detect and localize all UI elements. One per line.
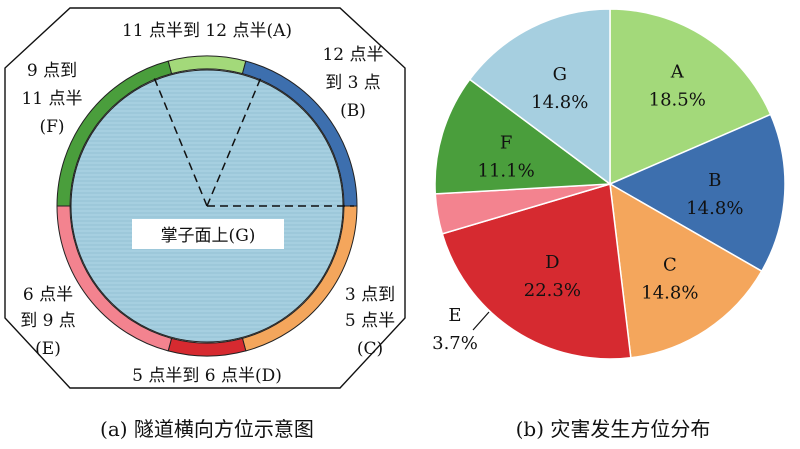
pie-label-value: 14.8% [686,198,743,219]
zone-label-g: 掌子面上(G) [161,226,256,246]
zone-label-a: 11 点半到 12 点半(A) [122,21,292,41]
pie-labels: A 18.5% B 14.8% C 14.8% D 22.3% E 3.7% F 11.1% G 14.8… [432,62,743,354]
pie-label-category: D [545,252,559,273]
pie-slice-d [441,183,632,360]
svg-text:(E): (E) [35,339,61,359]
svg-text:5 点半: 5 点半 [345,311,395,331]
face-label-box [132,219,284,249]
caption-a: (a) 隧道横向方位示意图 [100,417,314,441]
pie-slices [434,8,786,360]
pie-label-category: G [553,64,567,85]
zone-label-f: 9 点到 11 点半 (F) [21,61,82,137]
pie-label-category: B [708,170,721,191]
pie-slice-a [609,8,772,186]
slice-e-leader-line [472,311,490,331]
pie-label-category: E [448,305,461,326]
pie-label-value: 14.8% [641,282,698,303]
zone-label-b: 12 点半 到 3 点 (B) [322,45,383,121]
pie-slice-f [434,78,613,195]
pie-label-category: F [500,133,513,154]
pie-label-category: C [663,254,677,275]
svg-text:12 点半: 12 点半 [322,45,383,65]
zone-divider-dashed-right [206,74,263,207]
pie-label-value: 14.8% [531,92,588,113]
zone-divider-dashed-left [152,74,208,207]
pie-slice-b [608,113,786,273]
svg-text:到 9 点: 到 9 点 [20,311,76,331]
zone-label-c: 3 点到 5 点半 (C) [345,285,395,359]
zone-label-e: 6 点半 到 9 点 (E) [20,285,76,359]
svg-text:(F): (F) [39,117,64,137]
pie-label-value: 22.3% [524,280,581,301]
caption-b: (b) 灾害发生方位分布 [516,417,711,441]
svg-text:9 点到: 9 点到 [27,61,77,81]
ring-zones [56,55,358,357]
svg-text:(C): (C) [357,339,383,359]
pie-label-category: A [670,62,685,83]
svg-text:3 点到: 3 点到 [345,285,395,305]
tunnel-diagram: 掌子面上(G) 11 点半到 12 点半(A) 12 点半 到 3 点 (B) … [4,7,406,441]
svg-text:6 点半: 6 点半 [23,285,73,305]
svg-text:11 点半: 11 点半 [21,89,82,109]
pie-label-value: 18.5% [649,90,706,111]
pie-label-value: 3.7% [432,333,478,354]
svg-text:到 3 点: 到 3 点 [325,73,381,93]
pie-chart: A 18.5% B 14.8% C 14.8% D 22.3% E 3.7% F 11.1% G 14.8… [432,8,786,441]
diagram-frame [4,7,406,389]
pie-slice-c [609,182,763,359]
ring-zone-f [56,60,173,207]
pie-slice-g [468,8,611,186]
pie-label-value: 11.1% [478,161,535,182]
svg-text:(B): (B) [340,101,366,121]
zone-label-d: 5 点半到 6 点半(D) [132,366,282,386]
